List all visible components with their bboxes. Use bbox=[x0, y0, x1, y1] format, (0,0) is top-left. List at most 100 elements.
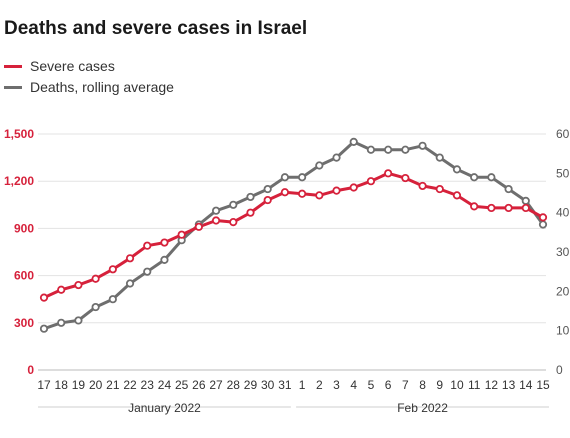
y-right-tick-label: 20 bbox=[556, 284, 570, 298]
data-point-deaths-rolling-average bbox=[125, 279, 135, 288]
y-right-tick-label: 50 bbox=[556, 166, 570, 180]
data-point-deaths-rolling-average bbox=[349, 137, 358, 146]
data-point-deaths-rolling-average bbox=[91, 302, 100, 312]
data-point-deaths-rolling-average bbox=[315, 161, 324, 170]
data-point-severe-cases bbox=[384, 169, 393, 178]
data-point-deaths-rolling-average bbox=[298, 173, 307, 182]
data-point-severe-cases bbox=[91, 274, 100, 283]
data-point-severe-cases bbox=[160, 238, 169, 247]
data-point-deaths-rolling-average bbox=[57, 318, 66, 327]
data-point-deaths-rolling-average bbox=[504, 184, 513, 194]
x-group-label: January 2022 bbox=[128, 401, 201, 415]
x-tick-label: 31 bbox=[278, 378, 292, 392]
legend-item-deaths: Deaths, rolling average bbox=[4, 79, 174, 95]
data-point-deaths-rolling-average bbox=[418, 141, 427, 150]
data-point-severe-cases bbox=[332, 186, 341, 195]
data-point-deaths-rolling-average bbox=[263, 184, 272, 194]
y-right-tick-label: 0 bbox=[556, 363, 563, 377]
x-tick-label: 21 bbox=[106, 378, 120, 392]
data-point-severe-cases bbox=[263, 195, 272, 205]
data-point-severe-cases bbox=[39, 293, 49, 302]
data-point-deaths-rolling-average bbox=[108, 295, 117, 304]
data-point-deaths-rolling-average bbox=[366, 145, 376, 154]
x-tick-label: 23 bbox=[141, 378, 155, 392]
x-tick-label: 11 bbox=[468, 378, 481, 392]
legend-swatch-deaths bbox=[4, 85, 22, 89]
x-tick-label: 25 bbox=[175, 378, 189, 392]
x-tick-label: 19 bbox=[72, 378, 86, 392]
y-right-tick-label: 40 bbox=[556, 206, 570, 220]
x-tick-label: 8 bbox=[419, 378, 426, 392]
x-tick-label: 17 bbox=[37, 378, 51, 392]
data-point-severe-cases bbox=[315, 191, 324, 200]
data-point-severe-cases bbox=[521, 203, 530, 213]
data-point-deaths-rolling-average bbox=[160, 255, 169, 264]
legend-label-deaths: Deaths, rolling average bbox=[30, 79, 174, 95]
x-tick-label: 18 bbox=[55, 378, 69, 392]
data-point-deaths-rolling-average bbox=[280, 173, 289, 182]
y-right-tick-label: 10 bbox=[556, 324, 570, 338]
x-tick-label: 29 bbox=[244, 378, 258, 392]
data-point-severe-cases bbox=[470, 202, 479, 211]
data-point-severe-cases bbox=[418, 181, 427, 191]
data-point-severe-cases bbox=[194, 222, 203, 231]
series-line-severe-cases bbox=[42, 171, 545, 300]
data-point-severe-cases bbox=[125, 254, 135, 263]
data-point-severe-cases bbox=[177, 230, 186, 239]
legend-item-severe-cases: Severe cases bbox=[4, 58, 115, 74]
y-left-tick-label: 600 bbox=[14, 269, 34, 283]
x-tick-label: 30 bbox=[261, 378, 275, 392]
data-point-severe-cases bbox=[298, 189, 307, 198]
y-left-tick-label: 1,500 bbox=[4, 127, 34, 141]
data-point-severe-cases bbox=[246, 208, 255, 217]
y-left-tick-label: 300 bbox=[14, 316, 34, 330]
data-point-deaths-rolling-average bbox=[435, 153, 444, 162]
y-left-tick-label: 0 bbox=[27, 363, 34, 377]
y-left-tick-label: 900 bbox=[14, 221, 34, 235]
x-tick-label: 27 bbox=[209, 378, 223, 392]
legend-label-severe-cases: Severe cases bbox=[30, 58, 115, 74]
data-point-severe-cases bbox=[401, 173, 410, 183]
data-point-deaths-rolling-average bbox=[384, 145, 393, 154]
data-point-deaths-rolling-average bbox=[401, 145, 410, 154]
data-point-severe-cases bbox=[143, 241, 152, 250]
legend-swatch-severe-cases bbox=[4, 64, 22, 68]
x-tick-label: 22 bbox=[123, 378, 137, 392]
x-tick-label: 7 bbox=[402, 378, 409, 392]
data-point-deaths-rolling-average bbox=[487, 173, 496, 182]
data-point-deaths-rolling-average bbox=[246, 192, 255, 202]
data-point-severe-cases bbox=[229, 218, 238, 227]
data-point-deaths-rolling-average bbox=[470, 173, 479, 182]
data-point-severe-cases bbox=[366, 177, 376, 186]
x-tick-label: 20 bbox=[89, 378, 103, 392]
data-point-deaths-rolling-average bbox=[452, 165, 462, 174]
x-group-label: Feb 2022 bbox=[397, 401, 448, 415]
x-tick-label: 1 bbox=[299, 378, 306, 392]
x-tick-label: 2 bbox=[316, 378, 323, 392]
data-point-severe-cases bbox=[452, 191, 462, 200]
x-tick-label: 13 bbox=[502, 378, 516, 392]
data-point-deaths-rolling-average bbox=[332, 153, 341, 162]
x-tick-label: 6 bbox=[385, 378, 392, 392]
x-tick-label: 12 bbox=[485, 378, 499, 392]
chart-title: Deaths and severe cases in Israel bbox=[4, 18, 308, 39]
x-tick-label: 14 bbox=[519, 378, 533, 392]
data-point-severe-cases bbox=[57, 285, 66, 294]
data-point-severe-cases bbox=[504, 203, 513, 213]
series-line-deaths-rolling-average bbox=[42, 140, 545, 331]
data-point-deaths-rolling-average bbox=[39, 324, 49, 333]
data-point-severe-cases bbox=[108, 265, 117, 274]
x-tick-label: 24 bbox=[158, 378, 172, 392]
data-point-severe-cases bbox=[280, 188, 289, 197]
y-left-tick-label: 1,200 bbox=[4, 174, 34, 188]
x-tick-label: 4 bbox=[350, 378, 357, 392]
data-point-deaths-rolling-average bbox=[538, 220, 548, 229]
data-point-severe-cases bbox=[435, 184, 444, 194]
x-tick-label: 15 bbox=[536, 378, 550, 392]
x-tick-label: 26 bbox=[192, 378, 206, 392]
data-point-deaths-rolling-average bbox=[229, 200, 238, 209]
x-tick-label: 28 bbox=[227, 378, 241, 392]
data-point-deaths-rolling-average bbox=[521, 196, 530, 205]
data-point-deaths-rolling-average bbox=[74, 316, 83, 325]
